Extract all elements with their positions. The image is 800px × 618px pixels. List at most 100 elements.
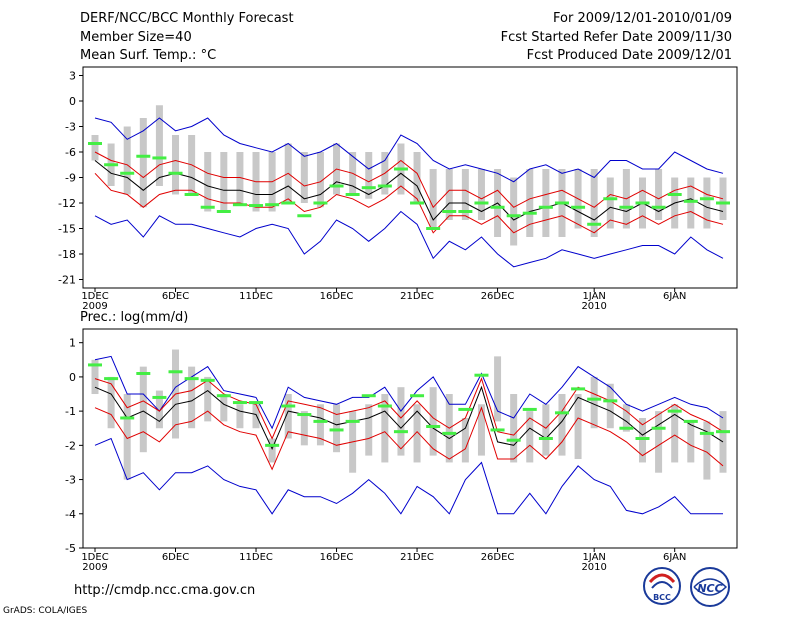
prec-spread-box [107,376,115,429]
source-url[interactable]: http://cmdp.ncc.cma.gov.cn [74,583,256,598]
prec-spread-box [574,394,582,460]
forecast-period: For 2009/12/01-2010/01/09 [553,11,732,26]
temp-x-tick-label: 1JAN [582,291,605,302]
temp-y-tick-label: -9 [65,172,76,185]
chart-title: DERF/NCC/BCC Monthly Forecast [80,11,294,26]
prec-ensemble-min-line [94,437,723,515]
temp-spread-box [365,152,373,199]
bcc-logo-text: BCC [653,593,671,602]
prec-x-tick-label: 21DEC [400,552,434,563]
temp-plot-frame [82,66,738,289]
temp-spread-box [172,135,180,195]
temp-ensemble-lower-line [94,172,724,234]
prec-spread-box [252,404,260,429]
temp-y-tick-label: -15 [58,223,76,236]
temp-spread-box [91,135,99,161]
temp-spread-box [461,169,469,220]
temp-spread-box [526,169,534,237]
temp-spread-box [220,152,228,212]
temp-x-tick-label: 21DEC [400,291,434,302]
prec-ensemble-max-line [94,355,724,430]
temp-spread-box [155,105,163,186]
temp-y-tick-label: -3 [65,121,76,134]
temp-y-tick-label: -12 [58,197,76,210]
temp-spread-box [139,118,147,208]
temp-x-tick-year: 2010 [581,301,606,312]
prec-spread-box [477,404,485,456]
prec-spread-box [526,411,534,463]
temp-spread-box [204,152,212,212]
temp-spread-box [510,177,518,246]
temp-ensemble-mean-line [94,160,724,221]
prec-spread-box [365,404,373,456]
prec-x-tick-label: 1JAN [582,552,605,563]
prec-spread-box [204,376,212,422]
temp-ensemble-upper-line [94,151,724,209]
temp-ensemble-min-line [94,210,724,268]
temp-spread-box [655,169,663,220]
prec-spread-box [155,390,163,429]
prec-spread-box [622,404,630,432]
prec-x-tick-label: 6DEC [162,552,189,563]
forecast-produced: Fcst Produced Date 2009/12/01 [526,48,732,63]
prec-y-tick-label: -5 [65,542,76,555]
prec-y-tick-label: -1 [65,405,76,418]
prec-spread-box [91,359,99,395]
prec-y-tick-label: 1 [69,337,76,350]
temp-spread-box [413,152,421,203]
prec-plot-frame [82,328,738,549]
temp-x-tick-label: 16DEC [320,291,354,302]
bcc-logo: BCC [643,567,681,605]
prec-spread-box [333,404,341,453]
prec-spread-box [188,366,196,429]
prec-y-tick-label: -3 [65,474,76,487]
temp-y-tick-label: 3 [69,70,76,83]
prec-spread-box [284,394,292,439]
prec-y-tick-label: -4 [65,508,76,521]
prec-spread-box [123,394,131,480]
prec-x-tick-label: 6JAN [663,552,686,563]
prec-spread-box [461,417,469,463]
prec-y-tick-label: -2 [65,439,76,452]
temp-x-tick-label: 26DEC [481,291,515,302]
temp-x-tick-label: 6JAN [663,291,686,302]
ncc-logo-text: NCC [697,582,722,595]
prec-spread-box [671,404,679,463]
temp-spread-box [477,169,485,220]
prec-x-tick-label: 11DEC [239,552,273,563]
temp-x-tick-year: 2009 [82,301,107,312]
temp-spread-box [542,169,550,237]
prec-spread-box [510,394,518,463]
prec-ensemble-mean-line [94,385,724,451]
prec-ensemble-lower-line [94,406,724,471]
prec-spread-box [655,411,663,473]
prec-spread-box [268,438,276,463]
prec-spread-box [316,404,324,446]
prec-spread-box [397,387,405,456]
forecast-started: Fcst Started Refer Date 2009/11/30 [500,30,732,45]
prec-x-tick-label: 16DEC [320,552,354,563]
temp-x-tick-label: 6DEC [162,291,189,302]
prec-spread-box [413,404,421,463]
temp-y-tick-label: -21 [58,274,76,287]
prec-spread-box [687,421,695,463]
prec-spread-box [638,417,646,463]
temp-spread-box [687,177,695,229]
prec-y-tick-label: 0 [69,371,76,384]
prec-x-tick-year: 2009 [82,562,107,573]
prec-x-tick-label: 26DEC [481,552,515,563]
prec-spread-box [236,404,244,429]
prec-spread-box [139,366,147,453]
prec-spread-box [494,356,502,422]
grads-credit: GrADS: COLA/IGES [3,606,88,616]
temp-spread-box [445,169,453,220]
prec-x-tick-year: 2010 [581,562,606,573]
temp-x-tick-label: 11DEC [239,291,273,302]
temp-spread-box [703,177,711,229]
prec-spread-box [558,394,566,456]
temp-ensemble-max-line [94,117,724,183]
prec-spread-box [703,421,711,480]
temp-spread-box [429,169,437,229]
precip-label: Prec.: log(mm/d) [80,310,189,325]
